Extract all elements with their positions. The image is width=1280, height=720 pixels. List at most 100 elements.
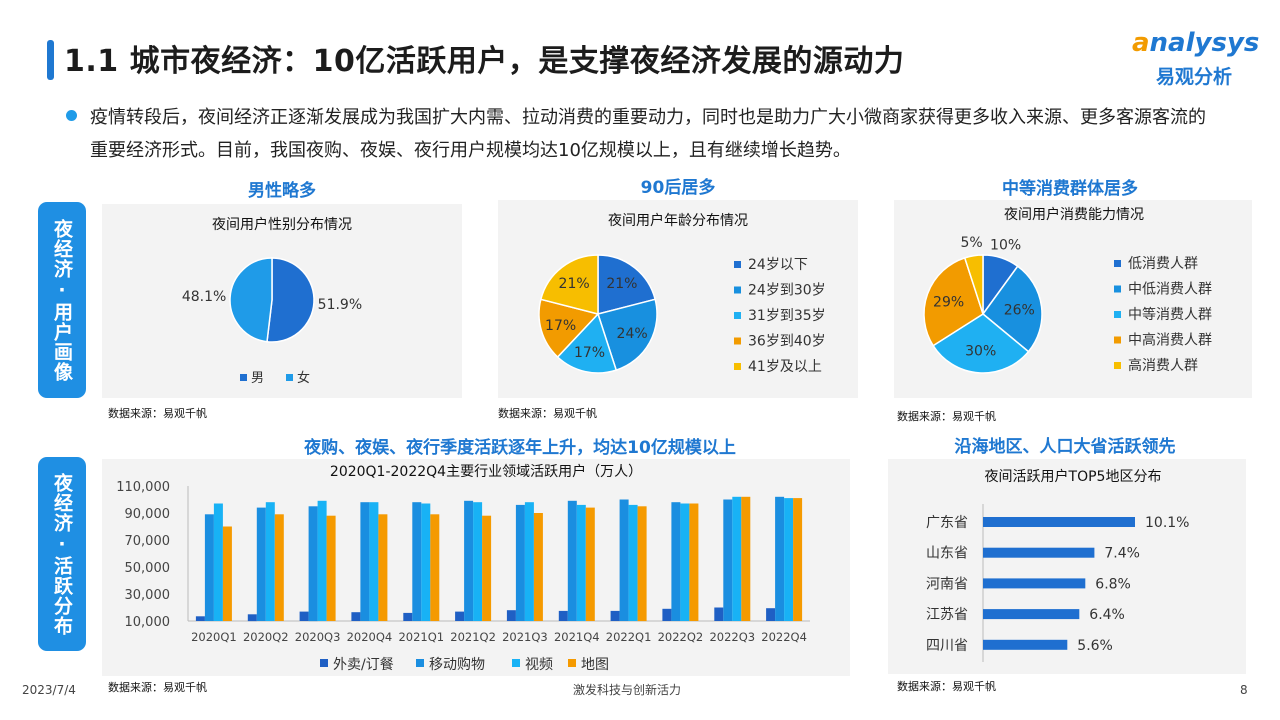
footer-date: 2023/7/4 — [22, 683, 76, 697]
legend-label: 移动购物 — [429, 657, 485, 673]
legend-label: 女 — [297, 370, 310, 386]
profile-side-label: 夜经济·用户画像 — [38, 202, 86, 398]
pie-slice — [556, 312, 618, 374]
legend-swatch — [734, 363, 741, 370]
bar — [195, 616, 205, 621]
bar — [567, 500, 577, 621]
gender-heading: 男性略多 — [248, 181, 316, 201]
bar — [723, 499, 733, 621]
pie-data-label: 48.1% — [182, 289, 226, 305]
pie-data-label: 29% — [933, 295, 964, 311]
legend-label: 24岁到30岁 — [748, 283, 826, 299]
bar — [637, 506, 647, 622]
bar — [585, 507, 595, 621]
x-tick-label: 2021Q3 — [502, 630, 548, 644]
legend-label: 中高消费人群 — [1128, 332, 1212, 349]
x-tick-label: 2022Q4 — [761, 630, 807, 644]
x-tick-label: 2022Q3 — [709, 630, 755, 644]
bar — [680, 503, 690, 621]
pie-data-label: 5% — [960, 235, 982, 251]
bar — [732, 496, 742, 621]
legend-label: 31岁到35岁 — [748, 308, 826, 324]
legend-label: 36岁到40岁 — [748, 334, 826, 350]
bar — [317, 500, 327, 621]
pie-data-label: 30% — [965, 344, 996, 360]
legend-label: 低消费人群 — [1128, 256, 1198, 272]
bar-data-label: 6.8% — [1095, 576, 1131, 592]
bar — [482, 515, 492, 621]
consume-chart-panel: 夜间用户消费能力情况 10% 26% 30% 29% 5% 低消费人群 中低消费人群 中等消费人… — [894, 200, 1252, 398]
y-tick-label: 广东省 — [926, 515, 968, 531]
chart-title: 夜间用户消费能力情况 — [1004, 206, 1144, 223]
source-note: 数据来源：易观千帆 — [897, 410, 996, 423]
legend-swatch — [568, 659, 576, 667]
bar-data-label: 6.4% — [1089, 607, 1125, 623]
bar — [265, 502, 275, 621]
legend-swatch — [1114, 362, 1121, 369]
pie-slice — [539, 254, 599, 315]
pie-slice — [229, 257, 273, 343]
legend-label: 41岁及以上 — [748, 359, 822, 375]
y-tick-label: 河南省 — [926, 576, 968, 592]
bar — [784, 498, 794, 621]
bar — [299, 611, 309, 621]
bar — [610, 610, 620, 621]
gender-pie-chart: 夜间用户性别分布情况 51.9% 48.1% 男 女 — [182, 216, 362, 386]
x-tick-label: 2022Q1 — [606, 630, 652, 644]
x-tick-label: 2020Q4 — [347, 630, 393, 644]
bar — [558, 610, 568, 621]
bar-data-label: 7.4% — [1104, 546, 1140, 562]
legend-swatch — [734, 261, 741, 268]
legend-swatch — [1114, 260, 1121, 267]
x-tick-label: 2022Q2 — [658, 630, 704, 644]
age-chart-panel: 夜间用户年龄分布情况 21% 24% 17% 17% 21% 24岁以下 24岁到30岁 31岁… — [498, 200, 858, 398]
y-tick-label: 90,000 — [125, 507, 171, 522]
bar — [378, 514, 388, 621]
bar — [455, 611, 465, 621]
footer-slogan: 激发科技与创新活力 — [573, 683, 682, 697]
bar — [775, 496, 785, 621]
bar — [421, 503, 431, 621]
legend-label: 中低消费人群 — [1128, 282, 1212, 298]
legend-swatch — [734, 286, 741, 294]
bar — [983, 578, 1086, 589]
legend-swatch — [320, 659, 328, 667]
page-number: 8 — [1240, 683, 1248, 697]
legend-swatch — [734, 312, 741, 319]
source-note: 数据来源：易观千帆 — [498, 407, 597, 420]
legend-swatch — [734, 337, 741, 345]
pie-slice — [981, 265, 1043, 353]
x-tick-label: 2021Q4 — [554, 630, 600, 644]
bar — [576, 504, 586, 621]
consume-heading: 中等消费群体居多 — [1002, 179, 1138, 199]
consume-pie-chart: 夜间用户消费能力情况 10% 26% 30% 29% 5% 低消费人群中低消费人群中等消费人… — [923, 206, 1212, 374]
pie-data-label: 24% — [617, 326, 648, 342]
age-heading: 90后居多 — [640, 178, 716, 198]
bar — [714, 607, 724, 621]
bar — [222, 526, 232, 621]
bar — [689, 503, 699, 621]
y-tick-label: 110,000 — [116, 480, 170, 495]
y-tick-label: 10,000 — [125, 615, 171, 630]
source-note: 数据来源：易观千帆 — [108, 681, 207, 694]
source-note: 数据来源：易观千帆 — [108, 407, 207, 420]
intro-text: 疫情转段后，夜间经济正逐渐发展成为我国扩大内需、拉动消费的重要动力，同时也是助力… — [90, 107, 1206, 161]
age-pie-chart: 夜间用户年龄分布情况 21% 24% 17% 17% 21% 24岁以下 24岁到30岁 31岁… — [538, 212, 826, 375]
legend-label: 男 — [251, 371, 264, 386]
region-chart-panel: 夜间活跃用户TOP5地区分布 广东省 10.1% 山东省 7.4% 河南省 6.8% 江苏省 6… — [888, 459, 1246, 674]
bar — [430, 514, 440, 621]
bar-data-label: 5.6% — [1077, 638, 1113, 654]
legend-label: 24岁以下 — [748, 257, 808, 273]
legend-swatch — [416, 659, 424, 667]
chart-title: 夜间用户性别分布情况 — [212, 216, 352, 233]
pie-slice — [597, 254, 657, 315]
y-tick-label: 70,000 — [125, 534, 171, 549]
pie-data-label: 17% — [574, 345, 605, 361]
bar — [983, 639, 1068, 650]
industry-chart-panel: 2020Q1-2022Q4主要行业领域活跃用户（万人） 110,000 90,000… — [102, 459, 850, 676]
pie-data-label: 51.9% — [318, 297, 362, 313]
bar — [351, 612, 361, 621]
legend-label: 外卖/订餐 — [333, 657, 394, 673]
bar — [619, 499, 629, 621]
